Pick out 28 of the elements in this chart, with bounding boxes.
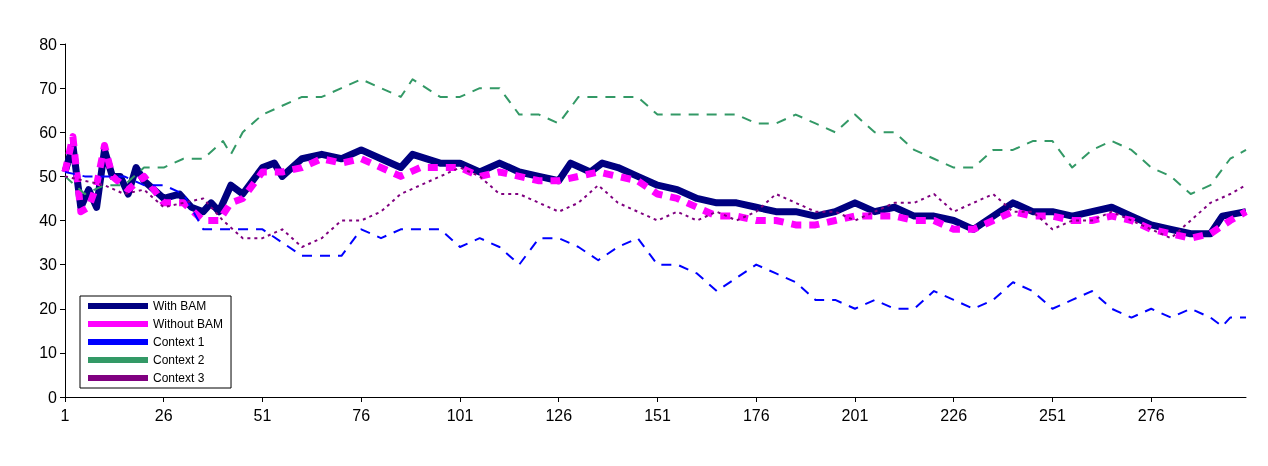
x-tick-label: 201 [841,406,869,424]
legend-label: Context 2 [153,353,205,367]
legend-label: With BAM [153,299,207,313]
x-tick-label: 76 [352,406,371,424]
y-tick-label: 10 [39,344,58,362]
x-tick-label: 26 [154,406,173,424]
y-tick-label: 0 [48,388,58,406]
y-tick-label: 60 [39,123,58,141]
x-tick-label: 276 [1137,406,1165,424]
x-tick-label: 251 [1039,406,1066,424]
x-tick-label: 126 [545,406,573,424]
x-tick-label: 1 [60,406,70,424]
y-tick-label: 30 [39,256,58,274]
y-tick-label: 20 [39,300,58,318]
legend-label: Context 1 [153,335,205,349]
legend-label: Without BAM [153,317,224,331]
x-tick-label: 51 [253,406,272,424]
legend-label: Context 3 [153,371,205,385]
x-tick-label: 151 [644,406,671,424]
x-tick-label: 226 [940,406,968,424]
line-series [64,166,1247,248]
x-tick-label: 101 [446,406,474,424]
x-tick-label: 176 [742,406,770,424]
line-series [64,78,1247,196]
y-tick-label: 80 [39,35,58,53]
y-tick-label: 40 [39,212,58,229]
y-tick-label: 50 [39,167,58,185]
y-tick-label: 70 [39,79,58,97]
